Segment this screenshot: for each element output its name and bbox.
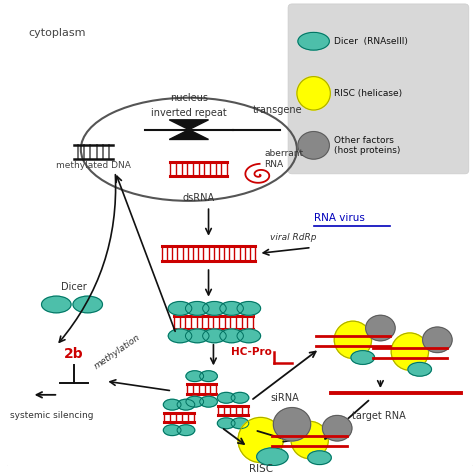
Ellipse shape	[168, 329, 192, 343]
Ellipse shape	[351, 351, 374, 365]
Ellipse shape	[237, 329, 261, 343]
Ellipse shape	[203, 301, 226, 315]
Text: cytoplasm: cytoplasm	[29, 27, 86, 37]
Text: RNA virus: RNA virus	[314, 213, 365, 223]
Text: systemic silencing: systemic silencing	[9, 410, 93, 419]
Ellipse shape	[185, 329, 209, 343]
Ellipse shape	[308, 451, 331, 465]
Ellipse shape	[177, 425, 195, 436]
Text: Dicer  (RNAseIII): Dicer (RNAseIII)	[334, 37, 408, 46]
Text: nucleus: nucleus	[170, 93, 208, 103]
Text: RISC (helicase): RISC (helicase)	[334, 89, 402, 98]
Text: 2b: 2b	[64, 346, 84, 361]
Ellipse shape	[423, 327, 452, 353]
Ellipse shape	[273, 408, 310, 441]
Ellipse shape	[164, 399, 181, 410]
Ellipse shape	[200, 396, 218, 407]
Ellipse shape	[297, 77, 330, 110]
Text: target RNA: target RNA	[352, 410, 405, 420]
Text: inverted repeat: inverted repeat	[151, 108, 227, 118]
FancyBboxPatch shape	[288, 4, 469, 174]
Ellipse shape	[298, 32, 329, 50]
Ellipse shape	[322, 415, 352, 441]
Text: HC-Pro: HC-Pro	[231, 346, 272, 356]
Text: viral RdRp: viral RdRp	[270, 233, 317, 242]
Ellipse shape	[218, 392, 235, 403]
Ellipse shape	[168, 301, 192, 315]
FancyBboxPatch shape	[3, 0, 474, 469]
Ellipse shape	[164, 425, 181, 436]
Ellipse shape	[203, 329, 226, 343]
Ellipse shape	[391, 333, 428, 370]
Ellipse shape	[408, 363, 431, 376]
Ellipse shape	[177, 399, 195, 410]
Text: aberrant
RNA: aberrant RNA	[264, 149, 304, 169]
Ellipse shape	[365, 315, 395, 341]
Text: methylation: methylation	[92, 332, 142, 371]
Ellipse shape	[238, 418, 283, 463]
Text: transgene: transgene	[253, 105, 302, 115]
Text: methylated DNA: methylated DNA	[56, 161, 131, 170]
Ellipse shape	[298, 132, 329, 159]
Ellipse shape	[256, 448, 288, 465]
Ellipse shape	[200, 371, 218, 382]
Polygon shape	[169, 120, 209, 139]
Text: Other factors
(host proteins): Other factors (host proteins)	[334, 136, 401, 155]
Ellipse shape	[220, 301, 243, 315]
Text: Dicer: Dicer	[61, 282, 87, 292]
Ellipse shape	[231, 392, 249, 403]
Ellipse shape	[185, 301, 209, 315]
Text: dsRNA: dsRNA	[182, 192, 215, 202]
Ellipse shape	[73, 296, 102, 313]
Ellipse shape	[220, 329, 243, 343]
Text: siRNA: siRNA	[270, 393, 299, 403]
Ellipse shape	[42, 296, 71, 313]
Ellipse shape	[231, 418, 249, 428]
Ellipse shape	[218, 418, 235, 428]
Ellipse shape	[186, 396, 204, 407]
Ellipse shape	[186, 371, 204, 382]
Text: RISC: RISC	[248, 464, 273, 474]
Ellipse shape	[291, 421, 328, 459]
Ellipse shape	[334, 321, 372, 358]
Ellipse shape	[237, 301, 261, 315]
